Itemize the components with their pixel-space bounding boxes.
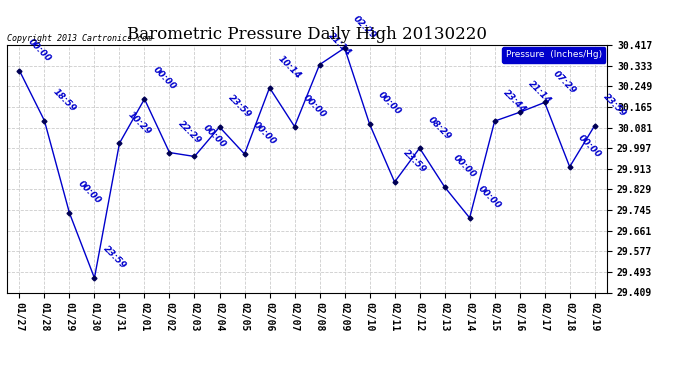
Legend: Pressure  (Inches/Hg): Pressure (Inches/Hg) [502,47,605,63]
Text: 21:14: 21:14 [526,79,553,105]
Text: 21:14: 21:14 [326,31,353,58]
Text: 00:00: 00:00 [26,37,53,64]
Text: 22:29: 22:29 [177,119,203,146]
Text: 00:00: 00:00 [577,133,603,160]
Text: 18:59: 18:59 [51,87,78,114]
Text: 10:29: 10:29 [126,110,153,136]
Text: 00:00: 00:00 [302,93,328,120]
Text: 23:59: 23:59 [101,244,128,271]
Text: 23:44: 23:44 [502,88,528,114]
Text: 08:29: 08:29 [426,115,453,141]
Text: 00:00: 00:00 [201,123,228,150]
Text: 00:00: 00:00 [451,153,478,180]
Text: 23:59: 23:59 [402,148,428,175]
Text: Copyright 2013 Cartronics.com: Copyright 2013 Cartronics.com [7,33,152,42]
Text: 23:59: 23:59 [602,92,628,118]
Text: 23:59: 23:59 [226,93,253,120]
Text: 00:00: 00:00 [251,120,278,147]
Text: 10:14: 10:14 [277,54,303,81]
Title: Barometric Pressure Daily High 20130220: Barometric Pressure Daily High 20130220 [127,27,487,44]
Text: 00:00: 00:00 [377,90,403,117]
Text: 00:00: 00:00 [477,184,503,211]
Text: 00:00: 00:00 [77,179,103,206]
Text: 07:29: 07:29 [551,69,578,96]
Text: 00:00: 00:00 [151,66,178,92]
Text: 02:29: 02:29 [351,14,378,41]
